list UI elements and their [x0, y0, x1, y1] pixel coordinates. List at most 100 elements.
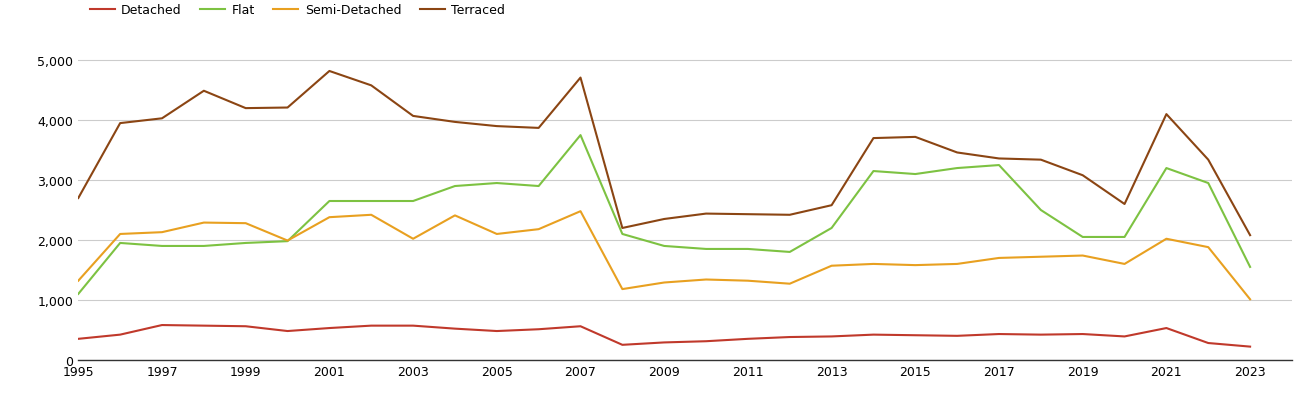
Detached	[782, 335, 797, 339]
Legend: Detached, Flat, Semi-Detached, Terraced: Detached, Flat, Semi-Detached, Terraced	[85, 0, 510, 22]
Semi-Detached	[1117, 262, 1133, 267]
Flat	[992, 163, 1007, 168]
Flat	[1201, 181, 1216, 186]
Terraced	[1242, 233, 1258, 238]
Detached	[740, 337, 756, 342]
Semi-Detached	[949, 262, 964, 267]
Detached	[279, 329, 295, 334]
Semi-Detached	[992, 256, 1007, 261]
Semi-Detached	[656, 280, 672, 285]
Terraced	[363, 84, 378, 89]
Flat	[1034, 208, 1049, 213]
Line: Semi-Detached: Semi-Detached	[78, 212, 1250, 299]
Terraced	[823, 203, 839, 208]
Flat	[740, 247, 756, 252]
Terraced	[782, 213, 797, 218]
Semi-Detached	[238, 221, 253, 226]
Semi-Detached	[489, 232, 505, 237]
Detached	[406, 324, 422, 328]
Flat	[70, 292, 86, 297]
Detached	[1075, 332, 1091, 337]
Detached	[615, 342, 630, 347]
Semi-Detached	[406, 237, 422, 242]
Detached	[112, 333, 128, 337]
Flat	[1117, 235, 1133, 240]
Semi-Detached	[112, 232, 128, 237]
Semi-Detached	[448, 213, 463, 218]
Flat	[154, 244, 170, 249]
Flat	[196, 244, 211, 249]
Semi-Detached	[279, 238, 295, 243]
Flat	[656, 244, 672, 249]
Flat	[363, 199, 378, 204]
Flat	[448, 184, 463, 189]
Terraced	[531, 126, 547, 131]
Terraced	[321, 70, 337, 74]
Detached	[531, 327, 547, 332]
Detached	[1201, 341, 1216, 346]
Terraced	[1075, 173, 1091, 178]
Terraced	[112, 121, 128, 126]
Flat	[949, 166, 964, 171]
Terraced	[949, 151, 964, 155]
Flat	[782, 250, 797, 255]
Detached	[154, 323, 170, 328]
Terraced	[573, 76, 589, 81]
Detached	[489, 329, 505, 334]
Detached	[992, 332, 1007, 337]
Flat	[615, 232, 630, 237]
Flat	[573, 133, 589, 138]
Detached	[196, 324, 211, 328]
Flat	[698, 247, 714, 252]
Terraced	[1034, 158, 1049, 163]
Flat	[1075, 235, 1091, 240]
Flat	[279, 239, 295, 244]
Semi-Detached	[1242, 297, 1258, 302]
Terraced	[238, 106, 253, 111]
Terraced	[489, 124, 505, 129]
Flat	[907, 172, 923, 177]
Detached	[949, 334, 964, 339]
Line: Flat: Flat	[78, 136, 1250, 294]
Semi-Detached	[196, 220, 211, 225]
Semi-Detached	[70, 279, 86, 283]
Detached	[1117, 334, 1133, 339]
Flat	[238, 241, 253, 246]
Semi-Detached	[154, 230, 170, 235]
Flat	[112, 241, 128, 246]
Semi-Detached	[363, 213, 378, 218]
Semi-Detached	[573, 209, 589, 214]
Terraced	[865, 136, 881, 141]
Terraced	[656, 217, 672, 222]
Semi-Detached	[907, 263, 923, 268]
Terraced	[154, 117, 170, 121]
Detached	[698, 339, 714, 344]
Semi-Detached	[1034, 255, 1049, 260]
Semi-Detached	[531, 227, 547, 232]
Detached	[238, 324, 253, 329]
Detached	[363, 324, 378, 328]
Flat	[406, 199, 422, 204]
Terraced	[992, 157, 1007, 162]
Flat	[823, 226, 839, 231]
Semi-Detached	[1075, 254, 1091, 258]
Terraced	[1201, 158, 1216, 163]
Detached	[448, 326, 463, 331]
Terraced	[907, 135, 923, 140]
Flat	[1242, 265, 1258, 270]
Semi-Detached	[321, 215, 337, 220]
Semi-Detached	[740, 279, 756, 283]
Terraced	[448, 120, 463, 125]
Terraced	[196, 89, 211, 94]
Detached	[1242, 344, 1258, 349]
Detached	[573, 324, 589, 329]
Semi-Detached	[823, 264, 839, 269]
Terraced	[1117, 202, 1133, 207]
Terraced	[698, 211, 714, 216]
Detached	[907, 333, 923, 338]
Terraced	[615, 226, 630, 231]
Detached	[865, 333, 881, 337]
Detached	[656, 340, 672, 345]
Detached	[823, 334, 839, 339]
Line: Terraced: Terraced	[78, 72, 1250, 236]
